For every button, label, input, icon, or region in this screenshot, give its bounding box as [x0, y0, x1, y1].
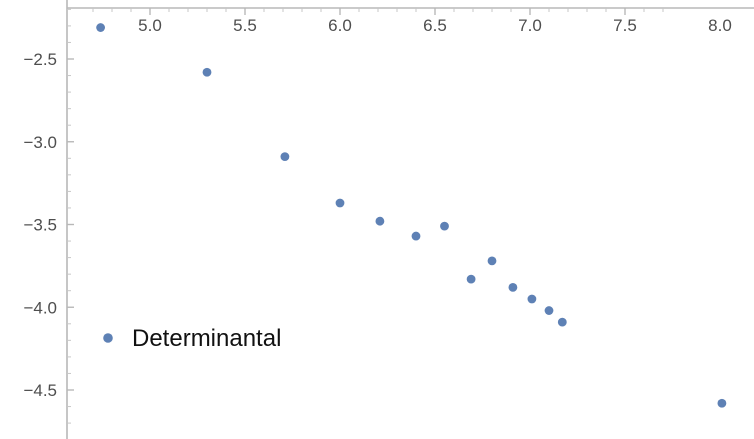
data-point [280, 152, 290, 162]
data-point [335, 198, 345, 208]
data-point [96, 23, 105, 32]
points-layer [96, 23, 727, 408]
legend-label: Determinantal [132, 325, 281, 352]
x-tick-label: 6.0 [328, 16, 352, 35]
data-point [440, 221, 449, 231]
x-tick-label: 5.0 [138, 16, 162, 35]
data-point [487, 256, 497, 266]
x-tick-label: 6.5 [423, 16, 447, 35]
data-point [466, 274, 476, 284]
x-tick-label: 8.0 [708, 16, 732, 35]
data-point [202, 67, 212, 77]
x-tick-label: 7.0 [518, 16, 542, 35]
data-point [508, 282, 518, 292]
y-tick-label: −4.5 [23, 381, 57, 400]
axes-layer: 5.0 5.5 6.0 6.5 7.0 7.5 8.0 −2.5 −3.0 −3.5 −4.0 −4.… [23, 0, 754, 439]
data-point [717, 398, 727, 408]
data-point [411, 231, 421, 241]
y-tick-label: −2.5 [23, 50, 57, 69]
data-point [544, 306, 554, 315]
y-tick-label: −3.0 [23, 133, 57, 152]
legend: Determinantal [103, 325, 281, 352]
x-tick-label: 7.5 [613, 16, 637, 35]
y-tick-label: −3.5 [23, 216, 57, 235]
legend-marker [103, 333, 113, 343]
data-point [557, 317, 567, 327]
x-tick-label: 5.5 [233, 16, 257, 35]
data-point [527, 294, 537, 304]
data-point [375, 216, 385, 226]
y-tick-label: −4.0 [23, 298, 57, 317]
